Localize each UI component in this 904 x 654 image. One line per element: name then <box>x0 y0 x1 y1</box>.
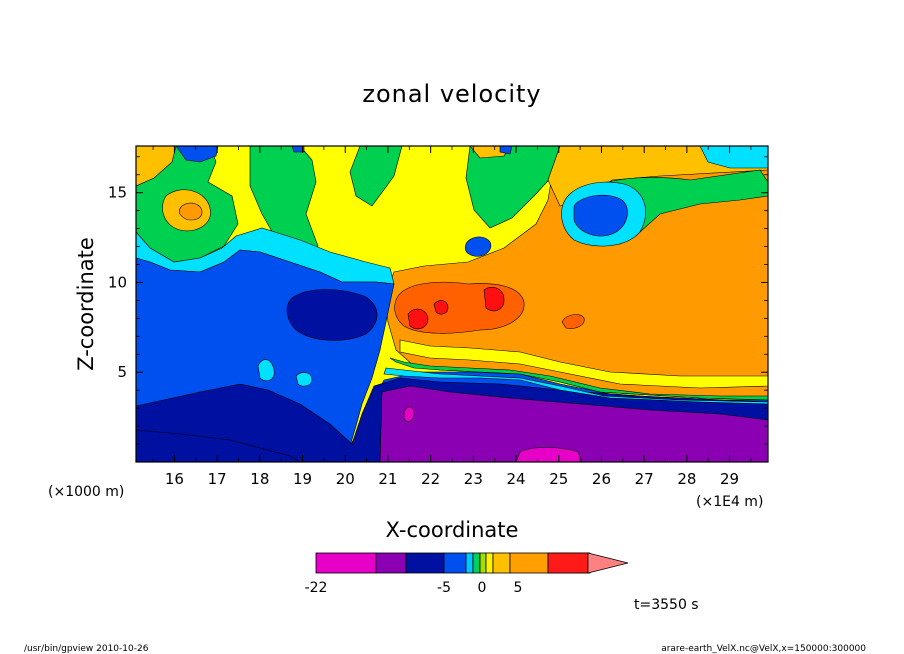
x-tick-label-23: 23 <box>464 470 483 488</box>
region-mid-blue-spot <box>464 236 492 257</box>
x-tick-label-16: 16 <box>165 470 184 488</box>
region-top-right-blue-patch <box>499 146 513 155</box>
x-tick-label-17: 17 <box>208 470 227 488</box>
chart-title: zonal velocity <box>362 80 541 108</box>
region-transition-cyan-band <box>383 367 768 405</box>
region-cyan-spot-2 <box>295 372 313 387</box>
y-axis: 5 10 15 <box>108 156 768 445</box>
x-unit-right: (×1E4 m) <box>696 494 763 510</box>
colorbar-segment <box>375 552 407 574</box>
region-transition-green-band <box>389 357 768 401</box>
colorbar-segment <box>479 552 487 574</box>
x-tick-label-20: 20 <box>336 470 355 488</box>
region-upper-right-top-cyan <box>699 146 768 169</box>
x-tick-label-19: 19 <box>293 470 312 488</box>
y-tick-label-15: 15 <box>108 184 127 202</box>
region-bottom-magenta-spot <box>403 406 415 422</box>
colorbar: -22 -5 0 5 <box>305 552 629 596</box>
region-upper-left-gold <box>136 146 177 187</box>
region-upper-center-green <box>349 146 403 207</box>
x-tick-label-29: 29 <box>720 470 739 488</box>
colorbar-segment <box>465 552 474 574</box>
x-tick-label-25: 25 <box>549 470 568 488</box>
colorbar-segment <box>485 552 494 574</box>
y-tick-label-5: 5 <box>117 363 127 381</box>
time-label: t=3550 s <box>634 597 699 613</box>
region-top-left-blue-eddy <box>175 146 219 163</box>
region-left-orange-core <box>178 202 203 221</box>
region-bottom-purple-layer <box>379 385 768 462</box>
region-bottom-magenta-patch <box>515 447 583 462</box>
region-mid-yellow-strip <box>399 339 768 389</box>
region-right-darkorange-spot <box>561 314 585 329</box>
colorbar-segment <box>509 552 549 574</box>
x-tick-label-28: 28 <box>677 470 696 488</box>
x-axis-label: X-coordinate <box>386 518 519 542</box>
footer-right: arare-earth_VelX.nc@VelX,x=150000:300000 <box>661 644 866 654</box>
region-red-cell-3 <box>433 300 449 315</box>
x-axis: 16 17 18 19 20 21 22 23 24 25 26 27 28 29 <box>152 146 752 488</box>
colorbar-segment <box>405 552 445 574</box>
x-unit-left: (×1000 m) <box>48 484 124 500</box>
colorbar-segment <box>547 552 589 574</box>
colorbar-extend-arrow <box>587 552 629 574</box>
x-tick-label-18: 18 <box>250 470 269 488</box>
region-red-cell-2 <box>483 287 505 312</box>
colorbar-segment <box>472 552 481 574</box>
colorbar-label--22: -22 <box>305 580 328 596</box>
x-tick-label-21: 21 <box>378 470 397 488</box>
y-tick-label-10: 10 <box>108 273 127 291</box>
colorbar-label-0: 0 <box>478 580 487 596</box>
y-axis-label: Z-coordinate <box>74 237 98 371</box>
region-upper-right-blue-eddy <box>573 194 628 237</box>
x-tick-label-24: 24 <box>507 470 526 488</box>
x-tick-label-26: 26 <box>592 470 611 488</box>
region-red-cell-1 <box>407 308 429 330</box>
region-upper-mid-green <box>249 146 319 259</box>
colorbar-segment <box>315 552 377 574</box>
region-top-mid-blue-eddy <box>291 146 305 153</box>
colorbar-segment <box>443 552 467 574</box>
x-tick-label-22: 22 <box>421 470 440 488</box>
velocity-field <box>136 146 768 462</box>
x-tick-label-27: 27 <box>635 470 654 488</box>
colorbar-label--5: -5 <box>437 580 451 596</box>
colorbar-label-5: 5 <box>514 580 523 596</box>
footer-left: /usr/bin/gpview 2010-10-26 <box>24 644 149 654</box>
region-bottom-left-navy <box>136 429 301 462</box>
region-cyan-spot-1 <box>257 359 275 382</box>
region-mid-navy-cell <box>286 289 378 341</box>
colorbar-segment <box>492 552 511 574</box>
